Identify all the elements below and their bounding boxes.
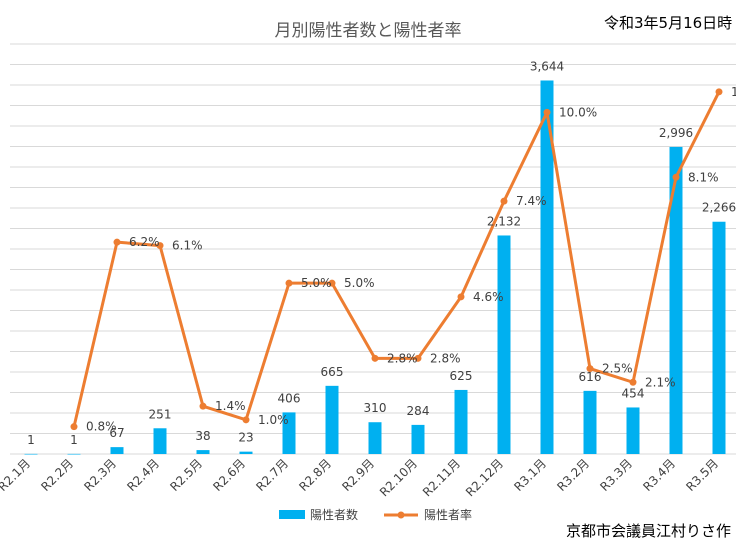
- bar-label: 454: [622, 386, 645, 400]
- rate-point-R2.11月: [457, 293, 465, 301]
- legend-label-line: 陽性者率: [424, 507, 472, 522]
- bar-label: 284: [407, 404, 430, 418]
- x-tick-label: R2.12月: [463, 456, 506, 499]
- rate-label: 0.8%: [86, 420, 117, 434]
- legend-swatch-bar: [279, 510, 305, 519]
- rate-point-R2.5月: [199, 402, 207, 410]
- bar-R2.6月: [239, 451, 253, 454]
- x-tick-label: R2.10月: [377, 456, 420, 499]
- legend-swatch-marker: [397, 511, 405, 519]
- bar-R2.8月: [325, 385, 339, 454]
- bar-label: 406: [278, 391, 301, 405]
- rate-point-R2.8月: [328, 279, 336, 287]
- bar-R3.3月: [626, 407, 640, 454]
- bar-R3.5月: [712, 221, 726, 454]
- bar-label: 251: [149, 407, 172, 421]
- bar-label: 3,644: [530, 59, 564, 73]
- bar-label: 616: [579, 370, 602, 384]
- x-tick-label: R3.2月: [554, 456, 592, 494]
- x-tick-label: R3.5月: [683, 456, 721, 494]
- rate-point-R2.7月: [285, 279, 293, 287]
- rate-point-R2.2月: [70, 423, 78, 431]
- bar-R2.4月: [153, 428, 167, 454]
- bar-label: 665: [321, 365, 344, 379]
- bar-label: 67: [109, 426, 124, 440]
- rate-point-R2.10月: [414, 354, 422, 362]
- x-tick-label: R2.6月: [210, 456, 248, 494]
- chart-title: 月別陽性者数と陽性者率: [274, 21, 462, 41]
- bar-R2.9月: [368, 422, 382, 454]
- rate-point-R2.6月: [242, 416, 250, 424]
- rate-label: 1.0%: [258, 413, 289, 427]
- bar-R2.2月: [67, 453, 81, 455]
- rate-point-R3.1月: [543, 108, 551, 116]
- rate-point-R2.12月: [500, 197, 508, 205]
- bar-label: 2,266: [702, 201, 736, 215]
- rate-label: 2.5%: [602, 362, 633, 376]
- bar-R2.7月: [282, 412, 296, 454]
- rate-label: 4.6%: [473, 290, 504, 304]
- rate-point-R3.3月: [629, 378, 637, 386]
- rate-point-R2.4月: [156, 242, 164, 250]
- x-tick-label: R2.7月: [253, 456, 291, 494]
- rate-label: 7.4%: [516, 194, 547, 208]
- bar-label: 1: [70, 433, 78, 447]
- bar-R2.12月: [497, 235, 511, 454]
- x-tick-label: R2.9月: [339, 456, 377, 494]
- x-tick-label: R2.4月: [124, 456, 162, 494]
- bar-R2.10月: [411, 424, 425, 454]
- bar-R2.11月: [454, 389, 468, 454]
- x-tick-label: R2.8月: [296, 456, 334, 494]
- bar-R3.2月: [583, 390, 597, 454]
- rate-point-R3.2月: [586, 365, 594, 373]
- rate-label: 1.4%: [215, 399, 246, 413]
- rate-label: 6.2%: [129, 235, 160, 249]
- x-tick-label: R2.2月: [38, 456, 76, 494]
- bar-label: 2,996: [659, 126, 693, 140]
- bar-R2.3月: [110, 447, 124, 454]
- rate-label: 2.8%: [430, 351, 461, 365]
- rate-label: 8.1%: [688, 170, 719, 184]
- rate-label: 10.6%: [731, 85, 736, 99]
- bar-R2.1月: [24, 453, 38, 455]
- rate-label: 5.0%: [301, 276, 332, 290]
- bar-label: 2,132: [487, 214, 521, 228]
- date-note: 令和3年5月16日時: [604, 14, 733, 32]
- bar-R3.1月: [540, 80, 554, 455]
- bar-R3.4月: [669, 146, 683, 454]
- rate-label: 10.0%: [559, 105, 597, 119]
- rate-label: 5.0%: [344, 276, 375, 290]
- bar-label: 23: [238, 431, 253, 445]
- rate-point-R2.9月: [371, 354, 379, 362]
- rate-point-R3.4月: [672, 173, 680, 181]
- x-tick-label: R3.1月: [511, 456, 549, 494]
- x-tick-label: R2.1月: [0, 456, 33, 494]
- legend-label-bar: 陽性者数: [310, 507, 358, 522]
- bar-label: 625: [450, 369, 473, 383]
- x-tick-label: R3.3月: [597, 456, 635, 494]
- x-tick-label: R2.11月: [420, 456, 463, 499]
- author-credit: 京都市会議員江村りさ作: [566, 522, 732, 540]
- x-tick-label: R2.3月: [81, 456, 119, 494]
- rate-label: 6.1%: [172, 239, 203, 253]
- bar-label: 310: [364, 401, 387, 415]
- bar-label: 1: [27, 433, 35, 447]
- x-tick-label: R3.4月: [640, 456, 678, 494]
- rate-point-R2.3月: [113, 238, 121, 246]
- bar-R2.5月: [196, 450, 210, 454]
- rate-label: 2.1%: [645, 375, 676, 389]
- bar-label: 38: [195, 429, 210, 443]
- rate-point-R3.5月: [715, 88, 723, 96]
- rate-label: 2.8%: [387, 351, 418, 365]
- rate-line: [72, 91, 721, 428]
- x-tick-label: R2.5月: [167, 456, 205, 494]
